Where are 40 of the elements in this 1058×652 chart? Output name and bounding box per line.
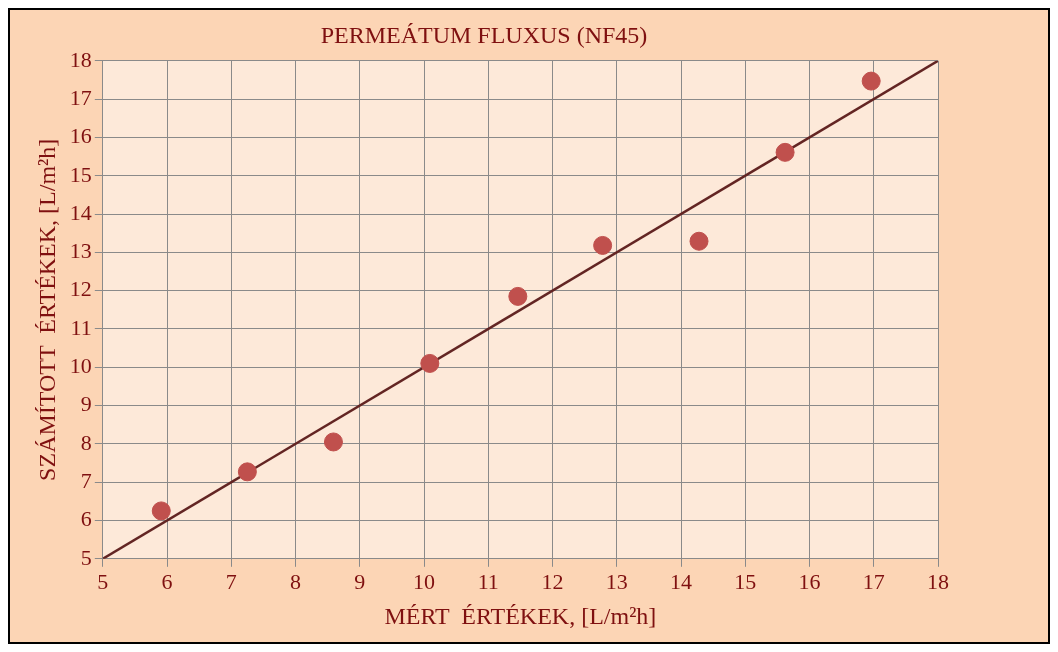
x-tick-label: 6 (161, 568, 173, 594)
x-tick-label: 12 (541, 568, 564, 594)
y-tick-label: 14 (69, 199, 92, 225)
x-tick-label: 11 (477, 568, 499, 594)
point (593, 235, 613, 255)
x-tick-label: 18 (927, 568, 949, 594)
x-axis-title: MÉRT ÉRTÉKEK, [L/m²h] (384, 602, 657, 629)
point (420, 353, 440, 373)
y-tick-label: 15 (69, 161, 92, 187)
x-tick-label: 5 (97, 568, 109, 594)
y-tick-label: 17 (69, 84, 92, 110)
y-tick-label: 11 (70, 314, 92, 340)
x-tick-label: 8 (290, 568, 302, 594)
chart-title: PERMEÁTUM FLUXUS (NF45) (320, 21, 648, 48)
x-tick-label: 10 (413, 568, 436, 594)
x-tick-label: 17 (862, 568, 885, 594)
y-tick-label: 13 (69, 238, 92, 264)
y-tick-label: 6 (80, 506, 92, 532)
point (151, 501, 171, 521)
point (689, 231, 709, 251)
y-tick-label: 7 (80, 467, 92, 493)
y-tick-label: 9 (80, 391, 92, 417)
point (323, 432, 343, 452)
y-axis-title: SZÁMÍTOTT ÉRTÉKEK, [L/m²h] (33, 138, 60, 481)
x-tick-label: 13 (605, 568, 628, 594)
point (861, 71, 881, 91)
y-tick-label: 12 (69, 276, 92, 302)
point (508, 286, 528, 306)
y-tick-label: 8 (80, 429, 92, 455)
y-tick-label: 16 (69, 123, 92, 149)
x-tick-label: 15 (734, 568, 757, 594)
point (237, 462, 257, 482)
y-tick-label: 10 (69, 353, 92, 379)
x-tick-label: 16 (798, 568, 821, 594)
y-tick-label: 18 (69, 46, 92, 72)
x-tick-label: 14 (670, 568, 693, 594)
x-tick-label: 9 (354, 568, 366, 594)
x-tick-label: 7 (225, 568, 237, 594)
point (775, 142, 795, 162)
y-tick-label: 5 (80, 544, 92, 570)
